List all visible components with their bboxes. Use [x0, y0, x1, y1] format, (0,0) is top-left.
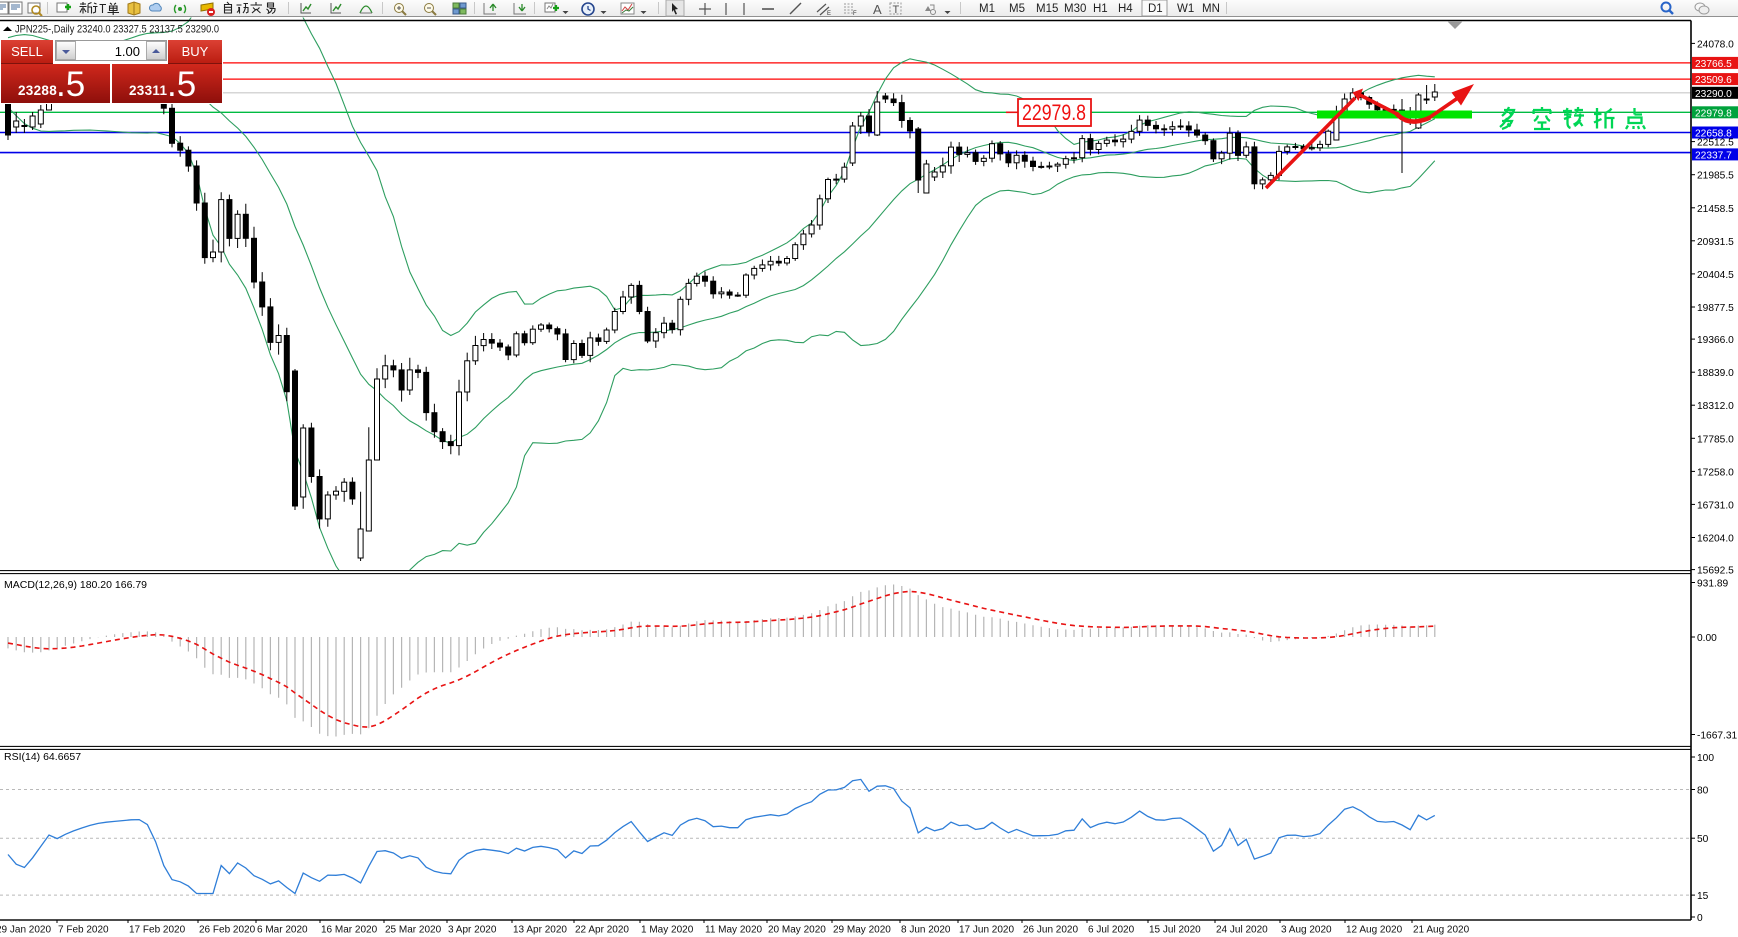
svg-text:26 Jun 2020: 26 Jun 2020: [1023, 925, 1078, 936]
svg-text:24 Jul 2020: 24 Jul 2020: [1216, 925, 1268, 936]
svg-text:11 May 2020: 11 May 2020: [705, 925, 763, 936]
svg-text:20404.5: 20404.5: [1697, 270, 1734, 281]
svg-text:20931.5: 20931.5: [1697, 237, 1734, 248]
svg-text:D1: D1: [1148, 3, 1163, 15]
svg-text:15 Jul 2020: 15 Jul 2020: [1149, 925, 1201, 936]
svg-text:20 May 2020: 20 May 2020: [768, 925, 826, 936]
svg-text:M1: M1: [979, 3, 995, 15]
svg-text:18839.0: 18839.0: [1697, 368, 1734, 379]
svg-text:22979.8: 22979.8: [1695, 108, 1732, 119]
svg-text:22512.5: 22512.5: [1697, 138, 1734, 149]
svg-text:17785.0: 17785.0: [1697, 434, 1734, 445]
svg-text:16204.0: 16204.0: [1697, 534, 1734, 545]
svg-text:16 Mar 2020: 16 Mar 2020: [321, 925, 378, 936]
svg-text:3 Apr 2020: 3 Apr 2020: [448, 925, 497, 936]
svg-text:50: 50: [1697, 834, 1709, 845]
svg-text:22 Apr 2020: 22 Apr 2020: [575, 925, 629, 936]
svg-text:T: T: [893, 4, 900, 16]
svg-text:1 May 2020: 1 May 2020: [641, 925, 694, 936]
svg-text:24078.0: 24078.0: [1697, 39, 1734, 50]
svg-text:M15: M15: [1036, 3, 1058, 15]
svg-text:MN: MN: [1202, 3, 1220, 15]
svg-text:3 Aug 2020: 3 Aug 2020: [1281, 925, 1332, 936]
svg-text:23766.5: 23766.5: [1695, 59, 1732, 70]
svg-text:22979.8: 22979.8: [1022, 100, 1086, 125]
svg-text:E: E: [827, 11, 831, 17]
svg-text:21458.5: 21458.5: [1697, 204, 1734, 215]
svg-text:22337.7: 22337.7: [1695, 150, 1732, 161]
svg-text:23290.0: 23290.0: [1695, 89, 1732, 100]
svg-text:JPN225-,Daily 23240.0 23327.5: JPN225-,Daily 23240.0 23327.5 23137.5 23…: [15, 24, 219, 36]
svg-text:18312.0: 18312.0: [1697, 401, 1734, 412]
svg-text:M30: M30: [1064, 3, 1086, 15]
svg-text:12 Aug 2020: 12 Aug 2020: [1346, 925, 1403, 936]
svg-text:W1: W1: [1177, 3, 1194, 15]
svg-text:16731.0: 16731.0: [1697, 500, 1734, 511]
svg-text:22658.8: 22658.8: [1695, 129, 1732, 140]
svg-text:17 Jun 2020: 17 Jun 2020: [959, 925, 1014, 936]
svg-text:13 Apr 2020: 13 Apr 2020: [513, 925, 567, 936]
svg-text:15: 15: [1697, 891, 1709, 902]
svg-text:6 Jul 2020: 6 Jul 2020: [1088, 925, 1135, 936]
svg-text:0: 0: [1697, 913, 1703, 924]
svg-text:8 Jun 2020: 8 Jun 2020: [901, 925, 951, 936]
svg-text:931.89: 931.89: [1697, 579, 1728, 590]
svg-text:25 Mar 2020: 25 Mar 2020: [385, 925, 442, 936]
svg-text:15692.5: 15692.5: [1697, 566, 1734, 577]
svg-text:H1: H1: [1093, 3, 1108, 15]
svg-text:MACD(12,26,9) 180.20 166.79: MACD(12,26,9) 180.20 166.79: [4, 579, 147, 591]
svg-text:23509.6: 23509.6: [1695, 75, 1732, 86]
svg-text:19877.5: 19877.5: [1697, 303, 1734, 314]
svg-text:29 May 2020: 29 May 2020: [833, 925, 891, 936]
svg-text:26 Feb 2020: 26 Feb 2020: [199, 925, 256, 936]
svg-text:21985.5: 21985.5: [1697, 171, 1734, 182]
svg-text:80: 80: [1697, 786, 1709, 797]
svg-text:0.00: 0.00: [1697, 633, 1717, 644]
svg-text:17258.0: 17258.0: [1697, 467, 1734, 478]
svg-text:RSI(14) 64.6657: RSI(14) 64.6657: [4, 751, 81, 763]
svg-text:H4: H4: [1118, 3, 1133, 15]
svg-text:M5: M5: [1009, 3, 1025, 15]
svg-text:F: F: [853, 11, 857, 17]
svg-text:17 Feb 2020: 17 Feb 2020: [129, 925, 186, 936]
svg-text:6 Mar 2020: 6 Mar 2020: [257, 925, 308, 936]
svg-text:21 Aug 2020: 21 Aug 2020: [1413, 925, 1470, 936]
svg-text:-1667.31: -1667.31: [1697, 731, 1738, 742]
svg-text:A: A: [873, 2, 882, 17]
svg-text:7 Feb 2020: 7 Feb 2020: [58, 925, 109, 936]
svg-text:100: 100: [1697, 753, 1714, 764]
svg-text:29 Jan 2020: 29 Jan 2020: [0, 925, 51, 936]
svg-text:19366.0: 19366.0: [1697, 335, 1734, 346]
